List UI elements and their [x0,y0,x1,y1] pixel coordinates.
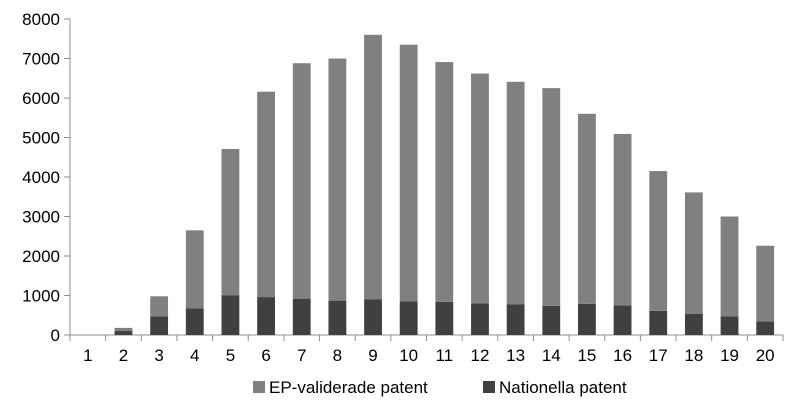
bar-ep-segment [150,296,169,317]
x-tick-label: 9 [368,346,377,365]
bar-ep-segment [435,62,454,302]
y-tick-label: 8000 [22,10,60,29]
bar-ep-segment [257,91,275,298]
bar-ep-segment [364,34,382,300]
bar-nationella-segment [471,303,489,335]
x-tick-label: 18 [684,346,703,365]
x-tick-label: 14 [542,346,561,365]
bar-nationella-segment [399,301,418,335]
x-tick-label: 10 [399,346,418,365]
x-tick-label: 6 [261,346,270,365]
bar-ep-segment [399,44,418,302]
bars [114,34,775,335]
x-axis: 1 2 3 4 5 6 7 8 9 10 11 12 13 14 15 16 17 18 19 20 [69,334,784,365]
bar-ep-segment [471,73,489,304]
x-tick-label: 1 [83,346,92,365]
legend: EP-validerade patent Nationella patent [253,378,627,397]
bar-nationella-segment [185,308,204,335]
bar-nationella-segment [292,298,311,335]
bar-nationella-segment [257,297,275,335]
x-tick-label: 5 [226,346,235,365]
y-tick-label: 2000 [22,247,60,266]
bar-nationella-segment [506,304,525,335]
x-tick-label: 3 [154,346,163,365]
bar-ep-segment [542,88,561,306]
x-tick-label: 2 [119,346,128,365]
bar-nationella-segment [150,316,169,335]
bar-ep-segment [578,113,596,304]
y-tick-label: 4000 [22,168,60,187]
bar-ep-segment [649,171,668,311]
x-tick-label: 11 [435,346,453,365]
bar-nationella-segment [684,313,703,335]
legend-swatch [483,381,495,393]
x-tick-label: 20 [756,346,775,365]
x-tick-label: 12 [471,346,490,365]
bar-ep-segment [613,133,632,306]
bar-nationella-segment [114,331,133,335]
y-tick-label: 0 [51,326,60,345]
legend-item: Nationella patent [483,378,627,397]
bar-nationella-segment [756,321,775,335]
bar-ep-segment [328,58,347,301]
bar-ep-segment [185,230,204,309]
x-tick-label: 15 [577,346,596,365]
y-axis: 0 1000 2000 3000 4000 5000 6000 7000 8000 [22,10,71,345]
legend-label: EP-validerade patent [269,378,428,397]
y-tick-label: 5000 [22,129,60,148]
x-tick-label: 17 [649,346,668,365]
x-tick-label: 13 [506,346,525,365]
y-tick-label: 7000 [22,50,60,69]
bar-ep-segment [720,216,739,317]
legend-swatch [253,381,265,393]
x-tick-label: 19 [720,346,739,365]
bar-ep-segment [292,63,311,299]
bar-nationella-segment [221,295,240,335]
bar-ep-segment [684,192,703,314]
bar-ep-segment [221,148,240,296]
y-tick-label: 1000 [22,287,60,306]
legend-label: Nationella patent [499,378,627,397]
x-tick-label: 4 [190,346,199,365]
x-tick-label: 16 [613,346,632,365]
bar-ep-segment [756,245,775,322]
y-tick-label: 3000 [22,208,60,227]
x-tick-label: 7 [297,346,306,365]
bar-nationella-segment [364,299,382,335]
x-tick-label: 8 [333,346,342,365]
bar-nationella-segment [720,316,739,335]
bar-nationella-segment [613,305,632,335]
bar-nationella-segment [649,310,668,335]
bar-nationella-segment [328,300,347,335]
bar-nationella-segment [578,303,596,335]
bar-nationella-segment [542,305,561,335]
bar-ep-segment [114,327,133,332]
legend-item: EP-validerade patent [253,378,428,397]
y-tick-label: 6000 [22,89,60,108]
bar-ep-segment [506,81,525,305]
bar-nationella-segment [435,301,454,335]
